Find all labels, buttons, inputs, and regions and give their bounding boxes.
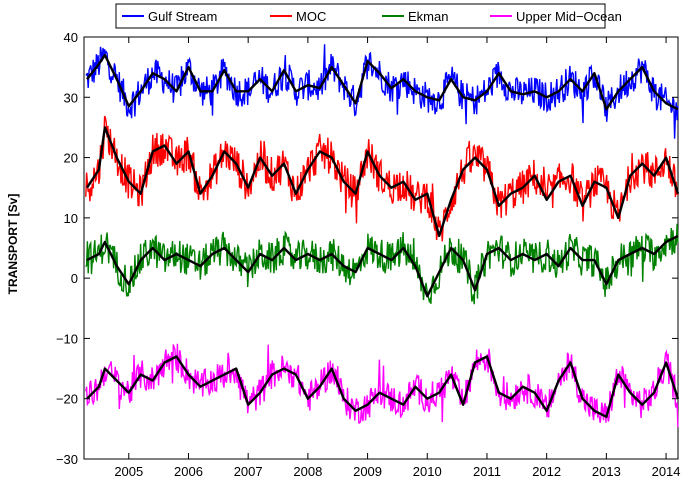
raw-series-line xyxy=(85,223,679,305)
raw-series-line xyxy=(85,115,679,242)
smoothed-series-line xyxy=(86,234,679,298)
x-tick-label: 2007 xyxy=(234,464,263,479)
y-tick-label: −20 xyxy=(56,392,78,407)
raw-series-line xyxy=(85,343,679,428)
legend-label: Ekman xyxy=(408,9,448,24)
y-tick-label: −10 xyxy=(56,331,78,346)
legend-label: Upper Mid−Ocean xyxy=(516,9,622,24)
x-tick-label: 2009 xyxy=(353,464,382,479)
smoothed-series-line xyxy=(86,53,679,111)
y-tick-label: 40 xyxy=(64,30,78,45)
y-axis-title: TRANSPORT [Sv] xyxy=(6,194,20,295)
raw-series-line xyxy=(85,44,679,139)
x-tick-label: 2005 xyxy=(114,464,143,479)
x-tick-label: 2012 xyxy=(532,464,561,479)
y-tick-label: 30 xyxy=(64,90,78,105)
y-tick-label: −30 xyxy=(56,452,78,467)
legend-box xyxy=(115,3,606,29)
x-tick-label: 2014 xyxy=(652,464,681,479)
smoothed-series-line xyxy=(86,355,680,418)
y-tick-label: 10 xyxy=(64,211,78,226)
y-tick-label: 0 xyxy=(71,271,78,286)
legend: Gulf Stream MOC Ekman Upper Mid−Ocean xyxy=(115,3,622,29)
x-tick-label: 2011 xyxy=(473,464,501,479)
x-tick-label: 2008 xyxy=(293,464,322,479)
legend-label: MOC xyxy=(296,9,326,24)
legend-label: Gulf Stream xyxy=(148,9,217,24)
series-layer xyxy=(85,44,680,428)
y-tick-label: 20 xyxy=(64,151,78,166)
smoothed-series-line xyxy=(85,126,680,238)
x-tick-label: 2013 xyxy=(592,464,621,479)
x-tick-label: 2010 xyxy=(413,464,442,479)
x-tick-label: 2006 xyxy=(174,464,203,479)
